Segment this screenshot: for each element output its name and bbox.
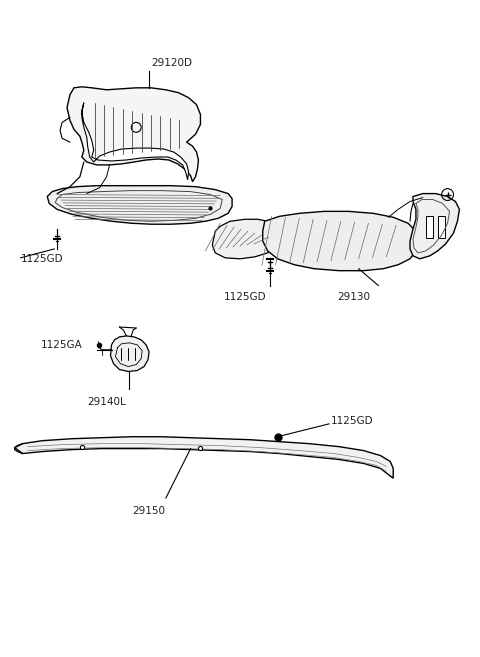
- Text: 29120D: 29120D: [151, 58, 192, 68]
- Text: 29130: 29130: [337, 292, 370, 302]
- Text: 1125GD: 1125GD: [331, 416, 373, 426]
- Polygon shape: [410, 194, 459, 259]
- Text: 29140L: 29140L: [87, 397, 126, 407]
- Polygon shape: [14, 437, 393, 478]
- Text: 29150: 29150: [132, 506, 166, 516]
- Text: 1125GA: 1125GA: [41, 340, 83, 350]
- Polygon shape: [110, 336, 149, 371]
- Polygon shape: [47, 186, 232, 224]
- Text: 1125GD: 1125GD: [21, 254, 63, 264]
- Polygon shape: [212, 219, 277, 259]
- Polygon shape: [67, 87, 201, 182]
- Text: 1125GD: 1125GD: [224, 292, 266, 302]
- Bar: [438, 216, 444, 238]
- Bar: [426, 216, 433, 238]
- Polygon shape: [82, 102, 189, 180]
- Polygon shape: [263, 212, 418, 271]
